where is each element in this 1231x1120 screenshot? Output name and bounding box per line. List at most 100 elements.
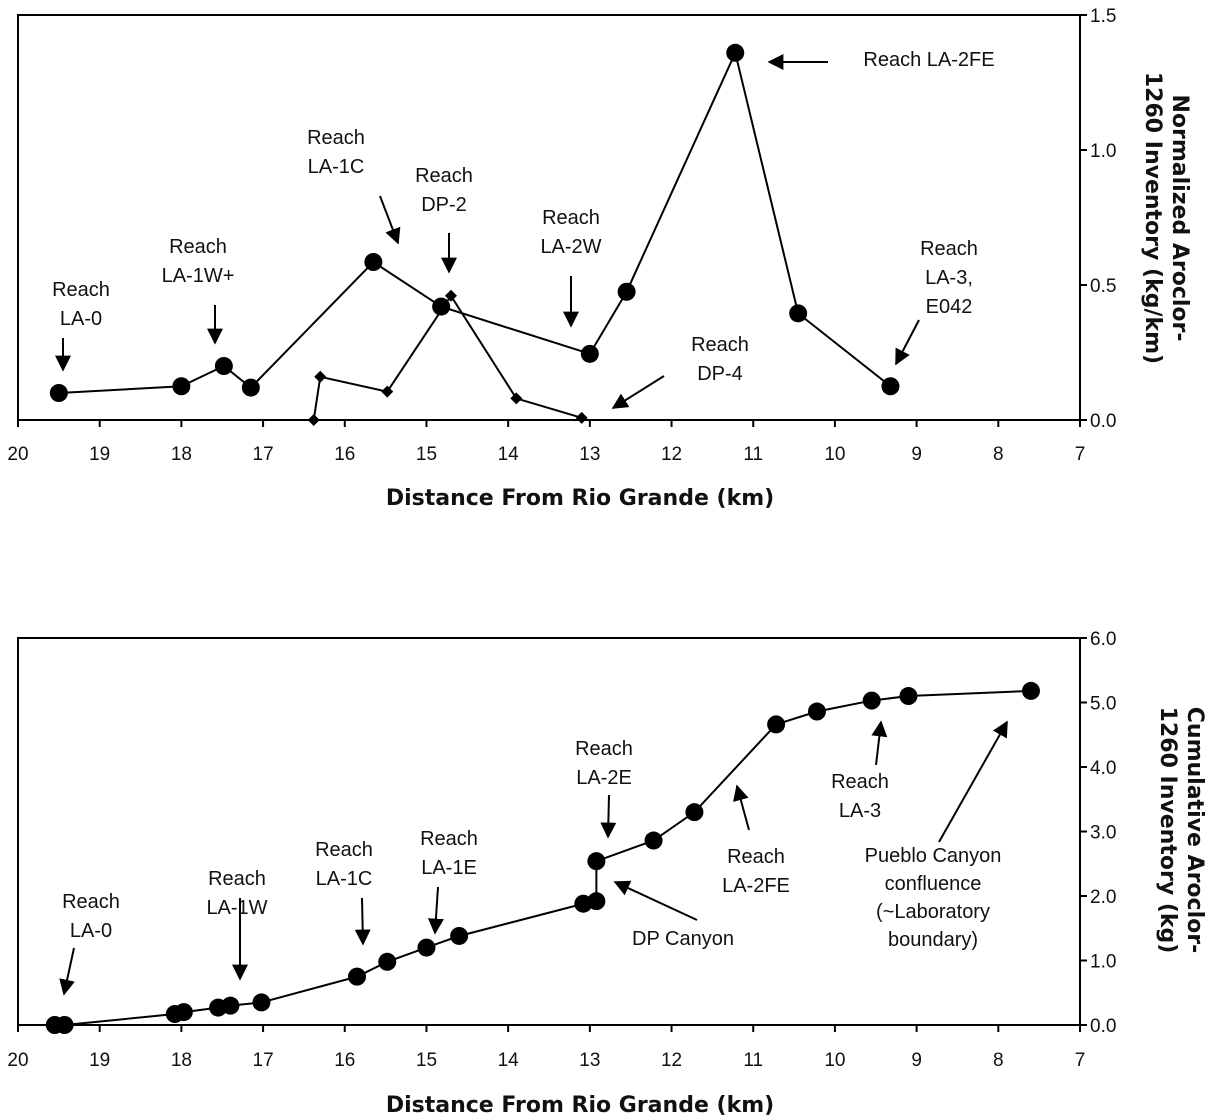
y-tick-label: 0.0 xyxy=(1090,411,1116,432)
annotation-arrow xyxy=(427,886,444,935)
annotation-label: LA-2W xyxy=(540,236,601,258)
annotation-label: Pueblo Canyon xyxy=(865,845,1002,867)
circle-point xyxy=(1021,681,1040,700)
annotation-label: DP Canyon xyxy=(632,928,734,950)
annotation-label: Reach xyxy=(208,868,266,890)
circle-point xyxy=(241,378,260,397)
annotation-arrow xyxy=(733,784,750,831)
y-tick-label: 1.0 xyxy=(1090,141,1116,162)
x-tick-label: 15 xyxy=(416,444,437,465)
annotation-label: Reach xyxy=(415,165,473,187)
x-axis-title: Distance From Rio Grande (km) xyxy=(386,486,774,511)
circle-point xyxy=(587,892,606,911)
annotation-arrow xyxy=(59,947,75,996)
annotation-label: LA-1W+ xyxy=(162,265,235,287)
circle-point xyxy=(364,253,383,272)
annotation-label: LA-3, xyxy=(925,267,973,289)
y-axis-title-line: 1260 Inventory (kg) xyxy=(1155,707,1180,954)
diamond-point xyxy=(314,370,327,383)
annotation-label: LA-1C xyxy=(316,868,373,890)
annotation-label: Reach xyxy=(52,279,110,301)
diamond-point xyxy=(381,385,394,398)
annotation-label: boundary) xyxy=(888,929,978,951)
y-tick-label: 1.5 xyxy=(1090,6,1116,27)
y-tick-label: 6.0 xyxy=(1090,629,1116,650)
annotation-label: Reach xyxy=(575,738,633,760)
x-tick-label: 20 xyxy=(7,444,28,465)
circle-point xyxy=(726,43,745,62)
x-axis-title: Distance From Rio Grande (km) xyxy=(386,1093,774,1118)
y-axis-title: Normalized Aroclor-1260 Inventory (kg/km… xyxy=(1140,72,1192,364)
y-axis-title-line: Cumulative Aroclor- xyxy=(1182,707,1207,953)
annotation-arrow xyxy=(871,720,888,766)
annotation-label: DP-2 xyxy=(421,194,467,216)
annotation-arrow xyxy=(600,794,617,839)
circle-point xyxy=(899,687,918,706)
annotation-label: Reach xyxy=(831,771,889,793)
y-tick-label: 0.0 xyxy=(1090,1016,1116,1037)
x-tick-label: 11 xyxy=(743,1050,763,1071)
y-tick-label: 0.5 xyxy=(1090,276,1116,297)
circle-point xyxy=(644,831,663,850)
y-axis-title: Cumulative Aroclor-1260 Inventory (kg) xyxy=(1155,707,1207,954)
annotation-label: LA-2FE xyxy=(722,875,790,897)
x-tick-label: 18 xyxy=(171,1050,192,1071)
annotation-label: Reach xyxy=(691,334,749,356)
annotation-label: Reach LA-2FE xyxy=(863,49,994,71)
circle-point xyxy=(807,702,826,721)
x-tick-label: 14 xyxy=(498,444,520,465)
annotation-label: LA-1C xyxy=(308,156,365,178)
annotation-label: Reach xyxy=(307,127,365,149)
y-tick-label: 1.0 xyxy=(1090,952,1116,973)
y-axis-title-line: 1260 Inventory (kg/km) xyxy=(1140,72,1165,364)
circle-point xyxy=(221,996,240,1015)
x-tick-label: 13 xyxy=(579,444,600,465)
x-tick-label: 19 xyxy=(89,444,110,465)
annotation-arrow xyxy=(354,897,371,946)
series-line xyxy=(58,49,892,394)
circle-point xyxy=(214,357,233,375)
annotation-label: LA-0 xyxy=(60,308,102,330)
x-tick-label: 9 xyxy=(911,444,922,465)
annotation-label: LA-1W xyxy=(206,897,267,919)
circle-point xyxy=(767,715,786,734)
x-tick-label: 10 xyxy=(824,444,845,465)
y-tick-label: 3.0 xyxy=(1090,823,1116,844)
annotation-arrow xyxy=(379,195,401,245)
diamond-point xyxy=(307,414,320,426)
annotation-label: LA-1E xyxy=(421,857,477,879)
x-tick-label: 16 xyxy=(334,1050,355,1071)
diamond-point xyxy=(444,289,457,302)
circle-point xyxy=(580,344,599,363)
annotation-label: Reach xyxy=(920,238,978,260)
x-tick-label: 7 xyxy=(1075,444,1086,465)
x-tick-label: 13 xyxy=(579,1050,600,1071)
annotation-label: Reach xyxy=(62,891,120,913)
annotation-label: (~Laboratory xyxy=(876,901,990,923)
y-tick-label: 2.0 xyxy=(1090,887,1116,908)
x-tick-label: 19 xyxy=(89,1050,110,1071)
x-tick-label: 14 xyxy=(498,1050,520,1071)
series-line xyxy=(312,293,582,421)
annotation-label: Reach xyxy=(542,207,600,229)
y-tick-label: 5.0 xyxy=(1090,694,1116,715)
annotation-label: Reach xyxy=(169,236,227,258)
annotation-arrow xyxy=(895,319,920,366)
circle-point xyxy=(378,952,397,971)
circle-point xyxy=(172,377,191,396)
top-chart: 20 19 18 17 16 15 14 13 12 11 10 9 8 70.0 0.5 1.0 1.5 Dis… xyxy=(7,6,1192,511)
circle-point xyxy=(417,938,436,957)
annotation-label: confluence xyxy=(885,873,982,895)
y-tick-label: 4.0 xyxy=(1090,758,1116,779)
x-tick-label: 18 xyxy=(171,444,192,465)
diamond-point xyxy=(575,411,588,424)
x-tick-label: 7 xyxy=(1075,1050,1086,1071)
circle-point xyxy=(348,967,367,986)
circle-point xyxy=(252,993,271,1012)
x-tick-label: 15 xyxy=(416,1050,437,1071)
x-tick-label: 12 xyxy=(661,1050,682,1071)
x-tick-label: 10 xyxy=(824,1050,845,1071)
annotation-label: Reach xyxy=(727,846,785,868)
x-tick-label: 8 xyxy=(993,1050,1004,1071)
plot-frame xyxy=(17,14,1081,421)
